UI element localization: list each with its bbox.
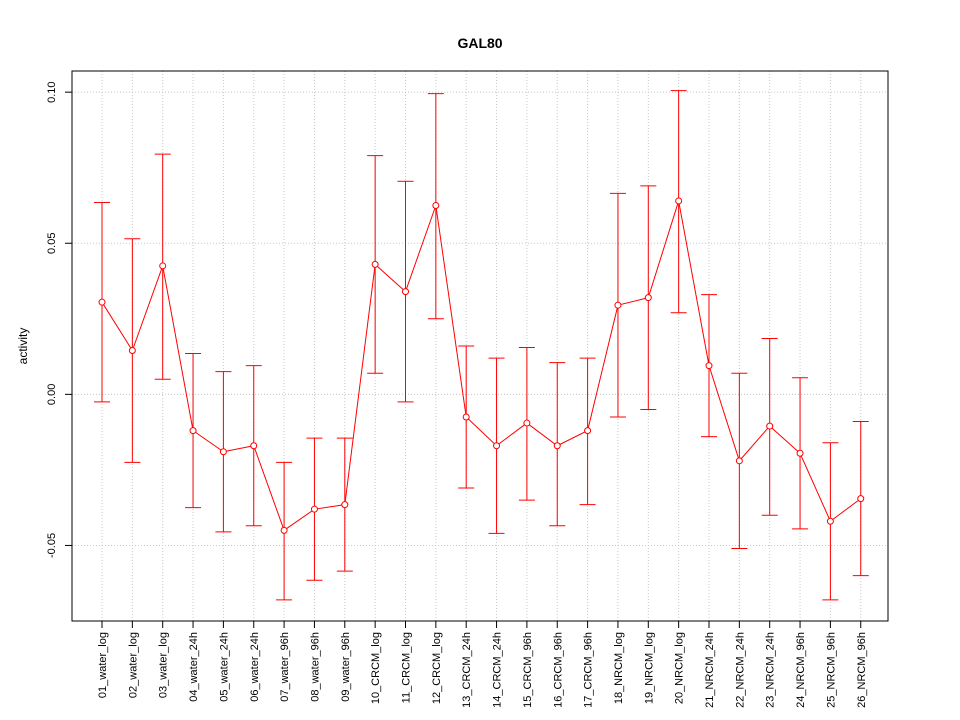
x-tick-label: 04_water_24h xyxy=(188,632,200,702)
y-axis-label: activity xyxy=(16,328,30,365)
x-tick-label: 12_CRCM_log xyxy=(431,632,443,704)
data-point xyxy=(493,442,501,450)
data-point xyxy=(523,419,531,427)
x-tick-label: 01_water_log xyxy=(97,632,109,698)
x-tick-label: 16_CRCM_96h xyxy=(552,632,564,708)
data-point xyxy=(705,362,713,370)
data-point xyxy=(341,501,349,509)
y-tick-label: 0.05 xyxy=(46,233,58,254)
data-point xyxy=(462,413,470,421)
data-points xyxy=(98,197,865,534)
data-point xyxy=(857,495,865,503)
y-tick-label: -0.05 xyxy=(46,533,58,558)
x-tick-label: 08_water_96h xyxy=(309,632,321,702)
x-tick-label: 20_NRCM_log xyxy=(674,632,686,704)
x-tick-label: 17_CRCM_96h xyxy=(583,632,595,708)
x-axis: 01_water_log 02_water_log 03_water_log 04_w… xyxy=(97,621,868,708)
x-tick-label: 07_water_96h xyxy=(279,632,291,702)
series-path xyxy=(101,200,862,532)
data-point xyxy=(280,526,288,534)
y-tick-label: 0.10 xyxy=(46,81,58,102)
x-tick-label: 05_water_24h xyxy=(218,632,230,702)
x-tick-label: 15_CRCM_96h xyxy=(522,632,534,708)
grid xyxy=(72,71,888,621)
x-tick-label: 23_NRCM_24h xyxy=(765,632,777,708)
data-point xyxy=(371,260,379,268)
x-tick-label: 09_water_96h xyxy=(340,632,352,702)
data-point xyxy=(432,201,440,209)
data-point xyxy=(310,505,318,513)
x-tick-label: 19_NRCM_log xyxy=(643,632,655,704)
data-point xyxy=(584,427,592,435)
chart-title: GAL80 xyxy=(457,35,502,51)
data-point xyxy=(614,301,622,309)
data-point xyxy=(675,197,683,205)
x-tick-label: 22_NRCM_24h xyxy=(734,632,746,708)
series-line xyxy=(101,200,862,532)
x-tick-label: 02_water_log xyxy=(127,632,139,698)
data-point xyxy=(128,347,136,355)
y-tick-label: 0.00 xyxy=(46,384,58,405)
x-tick-label: 10_CRCM_log xyxy=(370,632,382,704)
data-point xyxy=(766,422,774,430)
plot-frame xyxy=(71,70,889,622)
x-tick-label: 06_water_24h xyxy=(249,632,261,702)
data-point xyxy=(219,448,227,456)
x-tick-label: 18_NRCM_log xyxy=(613,632,625,704)
data-point xyxy=(159,262,167,270)
data-point xyxy=(98,298,106,306)
x-tick-label: 25_NRCM_96h xyxy=(825,632,837,708)
data-point xyxy=(796,449,804,457)
x-tick-label: 11_CRCM_log xyxy=(401,632,413,703)
data-point xyxy=(644,294,652,302)
data-point xyxy=(553,442,561,450)
y-axis: -0.05 0.00 0.05 0.10 xyxy=(46,81,72,558)
error-bars xyxy=(94,90,869,601)
data-point xyxy=(826,517,834,525)
x-tick-label: 21_NRCM_24h xyxy=(704,632,716,708)
data-point xyxy=(402,288,409,296)
x-tick-label: 13_CRCM_24h xyxy=(461,632,473,708)
x-tick-label: 26_NRCM_96h xyxy=(856,632,868,708)
x-tick-label: 14_CRCM_24h xyxy=(492,632,504,708)
data-point xyxy=(250,442,258,450)
x-tick-label: 03_water_log xyxy=(158,632,170,698)
x-tick-label: 24_NRCM_96h xyxy=(795,632,807,708)
data-point xyxy=(189,427,197,435)
data-point xyxy=(735,457,743,465)
